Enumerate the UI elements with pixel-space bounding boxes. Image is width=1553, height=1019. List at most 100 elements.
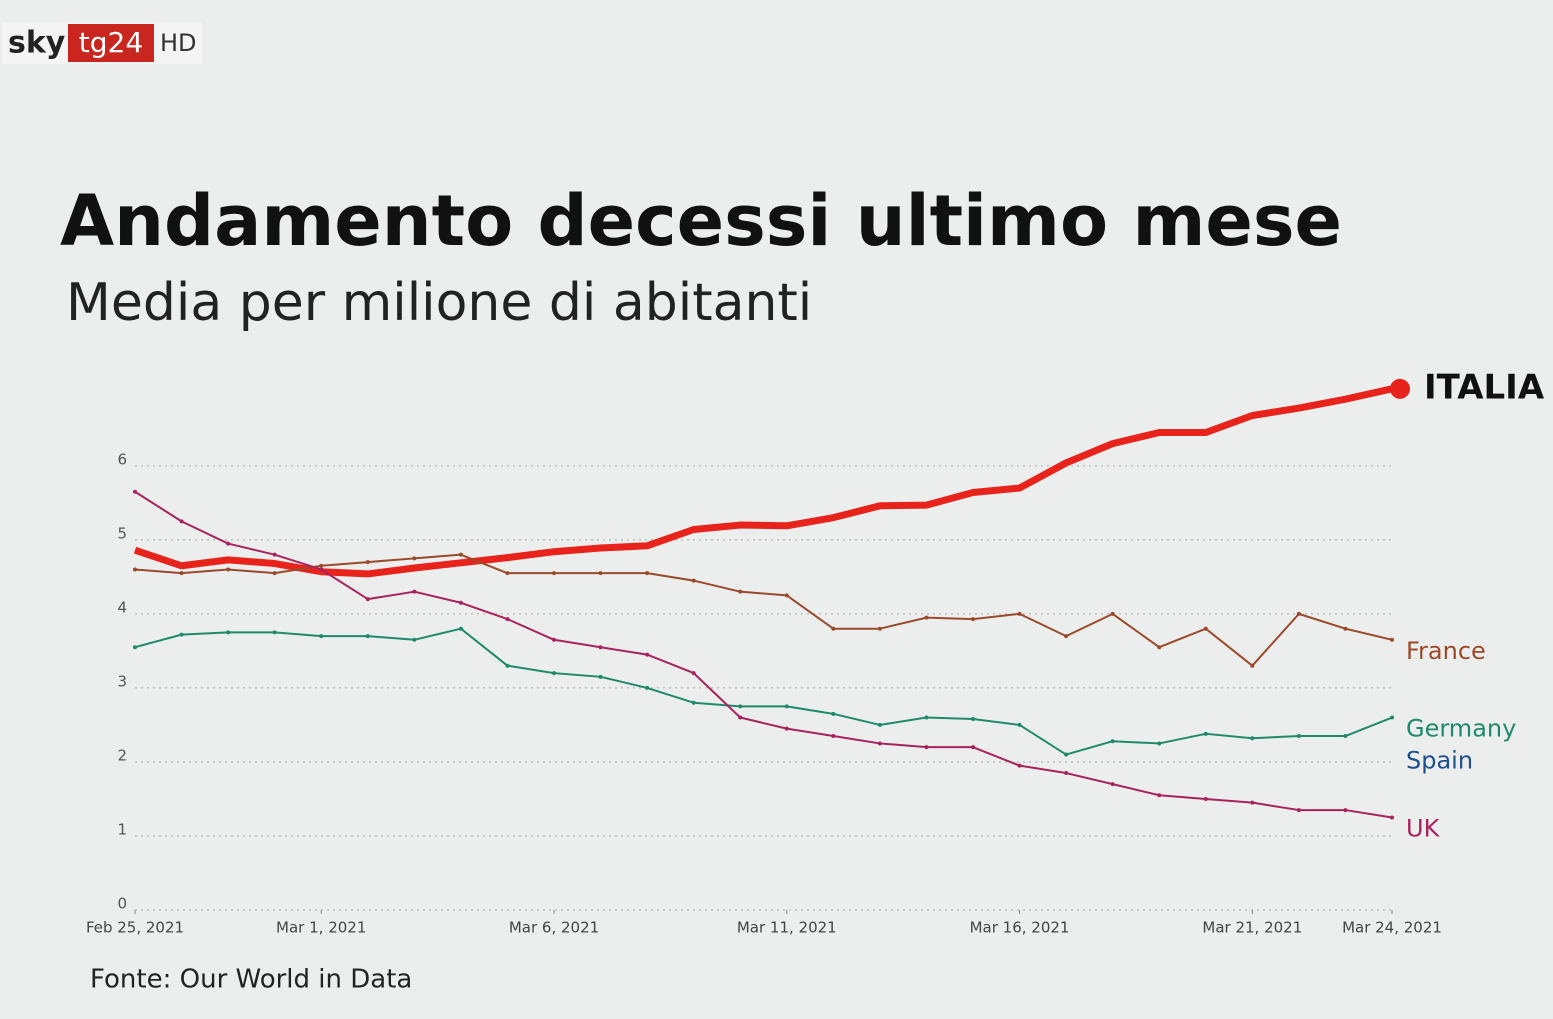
- point: [1343, 734, 1348, 739]
- point: [598, 674, 603, 679]
- point: [319, 634, 324, 639]
- point: [1064, 771, 1069, 776]
- point: [552, 637, 556, 642]
- point: [971, 745, 975, 750]
- point: [272, 630, 277, 635]
- series-line: [134, 553, 1393, 667]
- chart-title: Andamento decessi ultimo mese: [60, 180, 1342, 262]
- y-tick-label: 5: [117, 524, 127, 542]
- point: [1250, 736, 1255, 741]
- x-tick-label: Mar 11, 2021: [737, 919, 837, 937]
- point: [877, 741, 882, 746]
- x-tick-label: Mar 16, 2021: [970, 919, 1070, 937]
- y-tick-label: 3: [117, 672, 127, 690]
- y-tick-label: 4: [117, 598, 127, 616]
- point: [1390, 815, 1394, 820]
- y-tick-label: 2: [117, 746, 127, 764]
- point: [1343, 808, 1348, 813]
- y-tick-label: 0: [117, 895, 127, 913]
- point: [831, 711, 836, 716]
- end-dot: [1390, 378, 1410, 399]
- point: [319, 567, 324, 572]
- point: [226, 567, 231, 572]
- point: [1157, 645, 1162, 650]
- point: [645, 571, 650, 576]
- point: [1110, 611, 1115, 616]
- point: [1064, 634, 1069, 639]
- point: [1064, 752, 1069, 757]
- point: [645, 685, 650, 690]
- point: [877, 626, 882, 631]
- point: [1017, 611, 1022, 616]
- point: [552, 671, 556, 676]
- point: [831, 734, 836, 739]
- point: [1296, 611, 1301, 616]
- point: [458, 600, 463, 605]
- series-line: [134, 490, 1393, 819]
- point: [691, 671, 696, 676]
- point: [1390, 715, 1394, 720]
- point: [971, 717, 975, 722]
- point: [458, 552, 463, 557]
- point: [412, 637, 417, 642]
- x-tick-label: Feb 25, 2021: [86, 919, 184, 937]
- point: [877, 722, 882, 727]
- point: [738, 715, 743, 720]
- x-tick-label: Mar 21, 2021: [1202, 919, 1302, 937]
- point: [319, 563, 324, 568]
- series-label: France: [1406, 637, 1486, 665]
- point: [784, 704, 789, 709]
- point: [1017, 763, 1022, 768]
- point: [505, 571, 510, 576]
- point: [924, 615, 929, 620]
- point: [365, 560, 370, 565]
- point: [365, 634, 370, 639]
- point: [784, 726, 789, 731]
- series-label: Spain: [1406, 747, 1473, 775]
- point: [738, 589, 743, 594]
- point: [924, 715, 929, 720]
- point: [738, 704, 743, 709]
- point: [179, 519, 184, 524]
- point: [1203, 626, 1208, 631]
- point: [1250, 663, 1255, 668]
- point: [598, 571, 603, 576]
- point: [226, 541, 231, 546]
- point: [1296, 734, 1301, 739]
- y-tick-label: 6: [117, 450, 127, 468]
- logo-channel: tg24: [79, 26, 143, 59]
- point: [179, 632, 184, 637]
- point: [971, 617, 975, 622]
- point: [179, 571, 184, 576]
- point: [1343, 626, 1348, 631]
- point: [365, 597, 370, 602]
- point: [272, 571, 277, 576]
- point: [412, 556, 417, 561]
- point: [1017, 722, 1022, 727]
- series-label: UK: [1406, 814, 1441, 842]
- point: [1250, 800, 1255, 805]
- point: [1110, 782, 1115, 787]
- point: [412, 589, 417, 594]
- chart-subtitle: Media per milione di abitanti: [66, 273, 812, 333]
- point: [1157, 741, 1162, 746]
- point: [552, 571, 556, 576]
- point: [831, 626, 836, 631]
- series-label: ITALIA: [1424, 367, 1545, 407]
- point: [1203, 731, 1208, 736]
- point: [691, 700, 696, 705]
- point: [458, 626, 463, 631]
- x-tick-label: Mar 6, 2021: [509, 919, 599, 937]
- point: [1203, 796, 1208, 801]
- point: [226, 630, 231, 635]
- x-tick-label: Mar 24, 2021: [1342, 919, 1442, 937]
- point: [133, 567, 137, 572]
- series-label: Germany: [1406, 715, 1516, 743]
- source: Fonte: Our World in Data: [90, 965, 412, 995]
- point: [1157, 793, 1162, 798]
- point: [505, 617, 510, 622]
- point: [691, 578, 696, 583]
- point: [505, 663, 510, 668]
